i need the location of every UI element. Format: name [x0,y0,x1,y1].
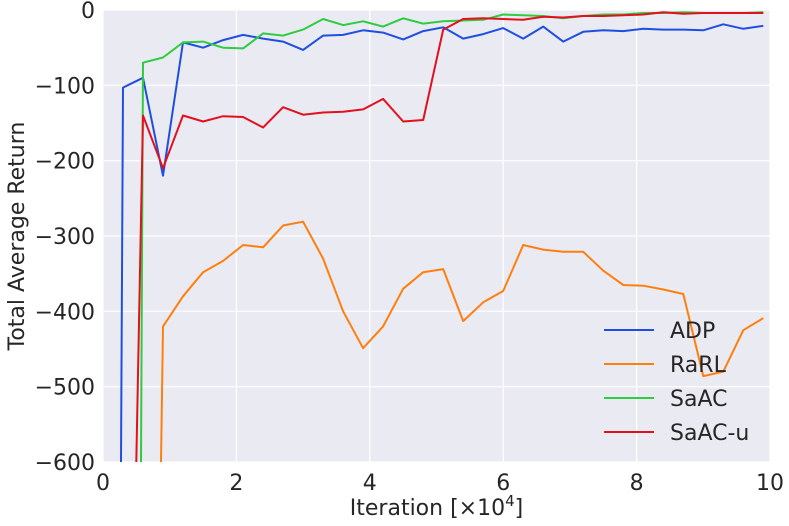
y-tick-label-2: −200 [35,150,95,175]
x-tick-label-2: 4 [363,471,377,496]
x-tick-label-0: 0 [96,471,110,496]
y-tick-label-4: −400 [35,300,95,325]
x-tick-label-3: 6 [496,471,510,496]
x-tick-labels: 0 2 4 6 8 10 [96,471,784,496]
series-line-rarl [160,220,764,462]
y-tick-label-3: −300 [35,225,95,250]
legend-label-saac: SaAC [670,387,727,412]
x-axis-label-suffix: ] [515,496,524,521]
y-tick-label-5: −500 [35,376,95,401]
y-tick-label-1: −100 [35,74,95,99]
grid-lines [102,9,771,463]
y-axis-label: Total Average Return [5,122,30,352]
series-lines [120,11,764,462]
legend-label-adp: ADP [670,319,715,344]
x-tick-label-1: 2 [229,471,243,496]
x-axis-label-exponent: 4 [505,492,515,510]
y-tick-label-6: −600 [35,451,95,476]
x-tick-label-5: 10 [756,471,784,496]
x-tick-label-4: 8 [630,471,644,496]
legend: ADP RaRL SaAC SaAC-u [604,319,749,446]
x-axis-label-main: Iteration [×10 [350,496,505,521]
x-axis-label: Iteration [×104] [350,492,523,521]
legend-label-rarl: RaRL [670,353,727,378]
y-tick-label-0: 0 [81,0,95,24]
legend-label-saac-u: SaAC-u [670,421,749,446]
series-line-saac-u [135,11,764,462]
y-tick-labels: 0 −100 −200 −300 −400 −500 −600 [35,0,95,476]
